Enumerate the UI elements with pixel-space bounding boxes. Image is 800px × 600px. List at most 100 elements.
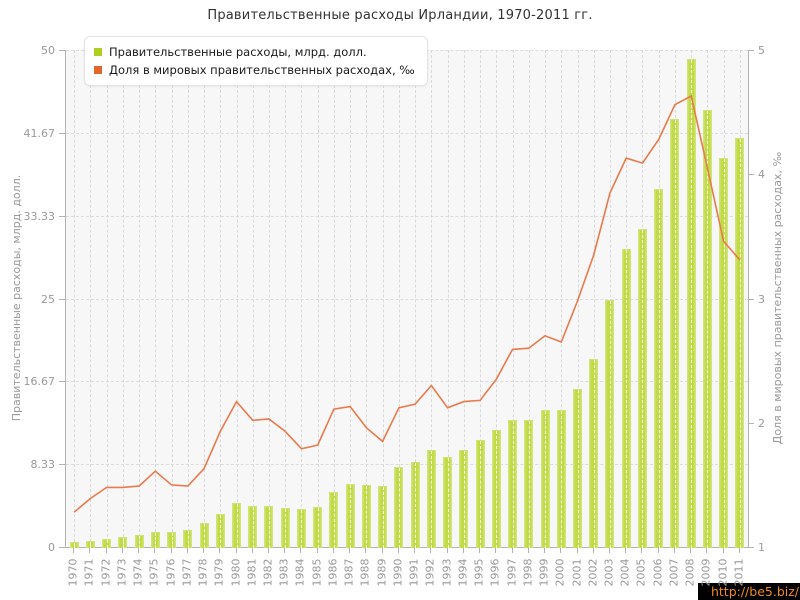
bar-1975 <box>150 531 160 548</box>
horizontal-gridline <box>66 215 748 217</box>
x-tick-label: 2011 <box>732 558 746 587</box>
bar-1997 <box>508 419 518 548</box>
vertical-gridline <box>285 50 287 547</box>
bar-center-dash <box>658 190 660 548</box>
vertical-gridline <box>106 50 108 547</box>
x-axis-tick <box>479 548 481 553</box>
vertical-gridline <box>204 50 206 547</box>
x-tick-label: 1989 <box>375 558 389 587</box>
bar-center-dash <box>561 410 563 548</box>
x-axis-tick <box>414 548 416 553</box>
bar-center-dash <box>122 538 124 548</box>
x-axis-tick <box>657 548 659 553</box>
x-tick-label: 1973 <box>115 558 129 587</box>
x-tick-label: 2007 <box>667 558 681 587</box>
bar-center-dash <box>577 389 579 548</box>
bar-center-dash <box>106 540 108 548</box>
bar-2009 <box>702 109 712 548</box>
right-axis-tick <box>748 50 754 51</box>
vertical-gridline <box>187 50 189 547</box>
x-tick-label: 2008 <box>683 558 697 587</box>
bar-1983 <box>280 507 290 548</box>
left-axis-tick <box>59 132 65 134</box>
bar-center-dash <box>333 493 335 548</box>
x-axis-tick <box>316 548 318 553</box>
x-tick-label: 2004 <box>618 558 632 587</box>
left-axis-tick-label: 25 <box>41 292 55 306</box>
x-axis-tick <box>365 548 367 553</box>
bar-center-dash <box>268 506 270 548</box>
bar-1982 <box>264 505 274 548</box>
right-axis-tick-label: 1 <box>758 541 765 554</box>
right-axis-tick-label: 3 <box>758 292 765 306</box>
vertical-gridline <box>447 50 449 547</box>
bar-center-dash <box>252 507 254 548</box>
x-axis-tick <box>170 548 172 553</box>
bar-1986 <box>329 492 339 548</box>
x-axis-tick <box>625 548 627 553</box>
x-axis-tick <box>592 548 594 553</box>
bar-center-dash <box>496 430 498 548</box>
vertical-gridline <box>317 50 319 547</box>
bar-center-dash <box>285 508 287 548</box>
bar-1978 <box>199 523 209 548</box>
bar-center-dash <box>415 462 417 548</box>
left-axis-tick <box>59 464 65 466</box>
left-axis-tick <box>59 381 65 383</box>
x-tick-label: 1979 <box>212 558 226 587</box>
horizontal-gridline <box>66 381 748 383</box>
right-axis-tick-label: 4 <box>758 168 765 182</box>
bar-center-dash <box>139 536 141 548</box>
bar-1976 <box>167 531 177 548</box>
x-axis-tick <box>462 548 464 553</box>
x-tick-label: 1995 <box>472 558 486 587</box>
x-tick-label: 1997 <box>505 558 519 587</box>
x-axis-tick <box>349 548 351 553</box>
x-axis-tick <box>706 548 708 553</box>
left-axis-tick-label: 0 <box>48 541 55 554</box>
x-tick-label: 1987 <box>342 558 356 587</box>
bar-center-dash <box>74 543 76 548</box>
bar-1996 <box>491 429 501 548</box>
bar-center-dash <box>545 410 547 548</box>
vertical-gridline <box>512 50 514 547</box>
vertical-gridline <box>528 50 530 547</box>
bar-2006 <box>654 189 664 548</box>
x-tick-label: 1975 <box>147 558 161 587</box>
x-tick-label: 1983 <box>277 558 291 587</box>
vertical-gridline <box>236 50 238 547</box>
x-axis-tick <box>89 548 91 553</box>
share-line <box>73 94 741 513</box>
bar-center-dash <box>366 485 368 548</box>
left-axis-tick-label: 8.33 <box>30 458 56 472</box>
x-tick-label: 1986 <box>326 558 340 587</box>
x-axis-tick <box>73 548 75 553</box>
bar-center-dash <box>220 515 222 548</box>
bar-1992 <box>426 449 436 548</box>
bar-center-dash <box>739 139 741 548</box>
bar-center-dash <box>236 504 238 548</box>
vertical-gridline <box>155 50 157 547</box>
x-axis-tick <box>203 548 205 553</box>
x-tick-label: 1972 <box>99 558 113 587</box>
bar-2003 <box>605 300 615 548</box>
x-axis-tick <box>673 548 675 553</box>
bar-2004 <box>621 248 631 548</box>
bar-1985 <box>313 507 323 548</box>
x-axis-tick <box>121 548 123 553</box>
x-axis-tick <box>105 548 107 553</box>
bar-center-dash <box>171 532 173 548</box>
right-axis-tick <box>748 547 754 548</box>
vertical-gridline <box>496 50 498 547</box>
vertical-gridline <box>398 50 400 547</box>
x-axis-tick <box>235 548 237 553</box>
bar-1998 <box>524 419 534 548</box>
left-axis-tick-label: 33.33 <box>23 209 56 223</box>
x-tick-label: 1988 <box>358 558 372 587</box>
horizontal-gridline <box>66 132 748 134</box>
watermark-link[interactable]: http://be5.biz/ <box>710 584 799 599</box>
x-axis-tick <box>511 548 513 553</box>
bar-2000 <box>556 409 566 548</box>
legend-label-share: Доля в мировых правительственных расхода… <box>109 63 415 77</box>
x-tick-label: 2005 <box>634 558 648 587</box>
